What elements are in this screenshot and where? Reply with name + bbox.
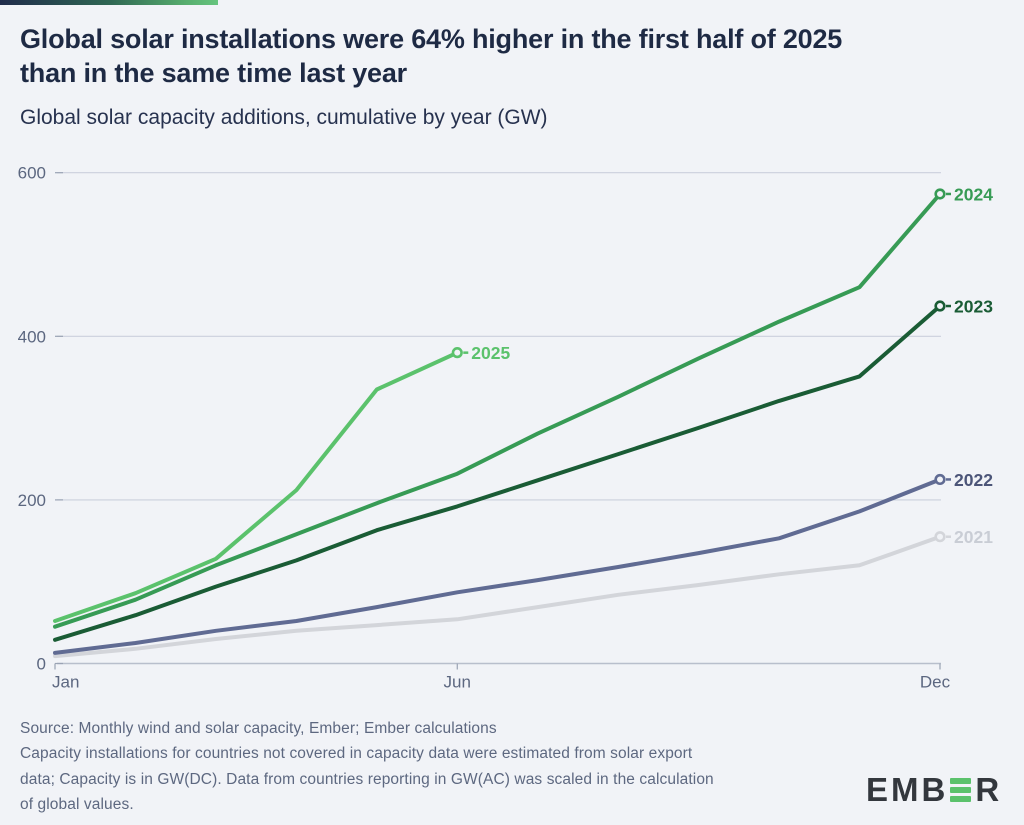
- series-label-2024: 2024: [954, 184, 993, 204]
- logo-bar: [950, 778, 972, 784]
- title-line-1: Global solar installations were 64% high…: [20, 24, 843, 54]
- series-label-2025: 2025: [471, 343, 510, 363]
- series-label-2022: 2022: [954, 470, 993, 490]
- series-line-2021: [53, 534, 942, 659]
- x-tick-label-dec: Dec: [920, 673, 951, 692]
- source-note-line: of global values.: [20, 795, 134, 813]
- series-end-marker-2021: [934, 531, 946, 543]
- series-line-2022: [53, 477, 942, 655]
- logo-bar-e-icon: [950, 778, 972, 802]
- source-note-line: data; Capacity is in GW(DC). Data from c…: [20, 770, 714, 788]
- series-label-2021: 2021: [954, 527, 993, 547]
- ember-logo: EMB R: [866, 771, 1002, 809]
- source-note: Source: Monthly wind and solar capacity,…: [20, 716, 850, 817]
- series-line-2024: [53, 192, 942, 629]
- x-tick-label-jun: Jun: [444, 673, 471, 692]
- logo-text-left: EMB: [866, 771, 949, 808]
- source-note-line: Capacity installations for countries not…: [20, 745, 693, 763]
- y-tick-label-200: 200: [18, 491, 46, 510]
- chart-subtitle: Global solar capacity additions, cumulat…: [20, 106, 548, 129]
- series-end-marker-2023: [934, 300, 946, 312]
- source-note-line: Source: Monthly wind and solar capacity,…: [20, 720, 497, 737]
- series-line-2023: [53, 304, 942, 642]
- y-tick-label-400: 400: [18, 327, 46, 346]
- y-tick-label-600: 600: [18, 164, 46, 183]
- series-line-2025: [53, 350, 460, 623]
- series-end-marker-2022: [934, 473, 946, 486]
- title-line-2: than in the same time last year: [20, 58, 407, 88]
- x-tick-label-jan: Jan: [52, 673, 79, 692]
- series-end-marker-2024: [934, 188, 946, 200]
- chart-header: Global solar installations were 64% high…: [20, 22, 1000, 130]
- series-end-marker-2025: [451, 347, 463, 359]
- logo-bar: [950, 796, 972, 802]
- brand-accent-bar: [0, 0, 218, 5]
- logo-text-right: R: [975, 771, 1003, 808]
- series-label-2023: 2023: [954, 296, 993, 316]
- logo-bar: [950, 787, 972, 793]
- y-tick-label-0: 0: [37, 654, 46, 673]
- page-title: Global solar installations were 64% high…: [20, 22, 1000, 90]
